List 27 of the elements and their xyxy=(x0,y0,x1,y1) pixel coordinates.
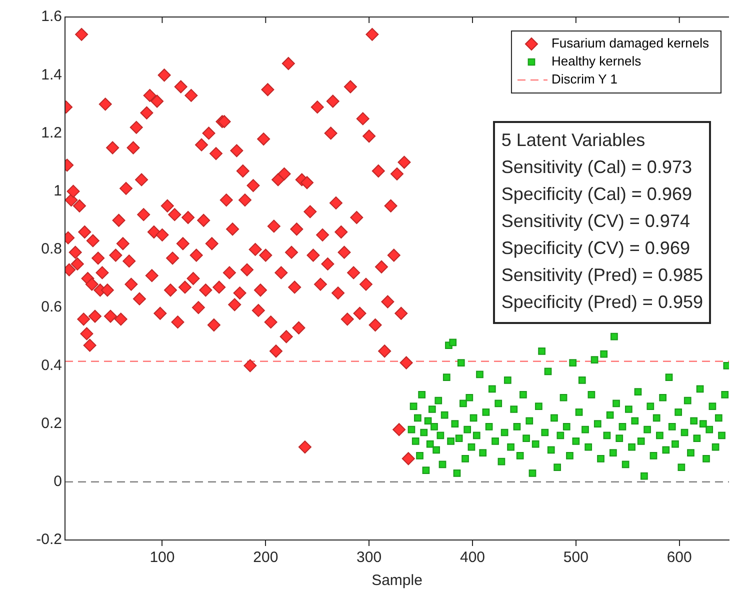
x-tick-label: 500 xyxy=(563,549,588,566)
y-tick-label: 0 xyxy=(54,473,62,490)
y-tick-label: 1.4 xyxy=(41,66,62,84)
y-tick-label: 0.4 xyxy=(41,356,62,374)
legend-label: Fusarium damaged kernels xyxy=(551,36,710,51)
y-tick-label: 1.2 xyxy=(41,124,62,142)
x-tick-label: 600 xyxy=(666,549,692,566)
y-tick-label: 0.8 xyxy=(41,240,62,258)
annotation: Specificity (Cal) = 0.969 xyxy=(501,183,693,206)
legend-label: Healthy kernels xyxy=(551,54,642,69)
y-tick-label: 0.6 xyxy=(41,298,62,316)
annotation: 5 Latent Variables xyxy=(501,129,646,152)
annotation: Sensitivity (CV) = 0.974 xyxy=(501,210,691,233)
annotation: Sensitivity (Cal) = 0.973 xyxy=(501,156,693,179)
y-tick-label: -0.2 xyxy=(36,531,62,548)
y-tick-label: 0.2 xyxy=(41,414,62,432)
annotation: Sensitivity (Pred) = 0.985 xyxy=(501,264,703,287)
annotation: Specificity (CV) = 0.969 xyxy=(501,237,691,260)
x-tick-label: 100 xyxy=(150,549,175,566)
annotation: Specificity (Pred) = 0.959 xyxy=(501,291,703,314)
x-axis-title: Sample xyxy=(372,572,422,590)
y-tick-label: 1 xyxy=(54,182,62,200)
y-tick-label: 1.6 xyxy=(41,8,62,26)
x-tick-label: 400 xyxy=(460,549,486,566)
legend-label: Discrim Y 1 xyxy=(551,72,618,87)
x-tick-label: 200 xyxy=(253,549,278,566)
x-tick-label: 300 xyxy=(356,549,382,566)
